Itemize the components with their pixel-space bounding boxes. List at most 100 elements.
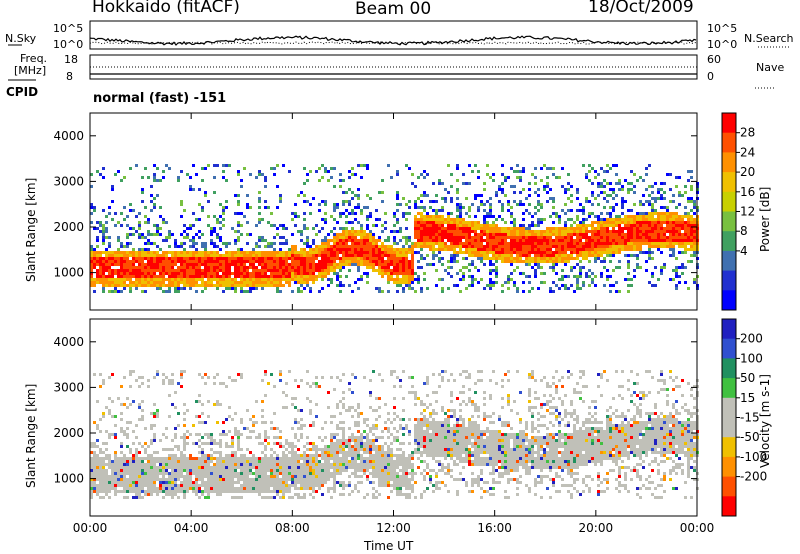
- heatmap-cell: [252, 424, 255, 427]
- heatmap-cell: [240, 487, 243, 490]
- heatmap-cell: [300, 248, 303, 251]
- heatmap-cell: [162, 496, 165, 499]
- heatmap-cell: [672, 194, 675, 197]
- heatmap-cell: [177, 496, 180, 499]
- heatmap-cell: [597, 203, 600, 206]
- heatmap-cell: [687, 215, 690, 218]
- heatmap-cell: [264, 239, 267, 242]
- heatmap-cell: [192, 481, 195, 484]
- heatmap-cell: [582, 218, 585, 221]
- heatmap-cell: [414, 206, 417, 209]
- heatmap-cell: [513, 260, 516, 263]
- heatmap-cell: [474, 221, 477, 224]
- heatmap-cell: [576, 209, 579, 212]
- heatmap-cell: [504, 230, 507, 233]
- heatmap-cell: [357, 233, 360, 236]
- heatmap-cell: [561, 248, 564, 251]
- heatmap-cell: [303, 281, 306, 284]
- heatmap-cell: [531, 215, 534, 218]
- heatmap-cell: [105, 251, 108, 254]
- heatmap-cell: [237, 263, 240, 266]
- heatmap-cell: [303, 275, 306, 278]
- heatmap-cell: [249, 451, 252, 454]
- heatmap-cell: [576, 236, 579, 239]
- heatmap-cell: [237, 224, 240, 227]
- heatmap-cell: [315, 257, 318, 260]
- heatmap-cell: [237, 284, 240, 287]
- heatmap-cell: [135, 493, 138, 496]
- heatmap-cell: [480, 200, 483, 203]
- heatmap-cell: [654, 209, 657, 212]
- colorbar-segment: [722, 172, 736, 193]
- heatmap-cell: [105, 457, 108, 460]
- heatmap-cell: [444, 200, 447, 203]
- heatmap-cell: [102, 233, 105, 236]
- heatmap-cell: [600, 185, 603, 188]
- heatmap-cell: [591, 272, 594, 275]
- heatmap-cell: [525, 227, 528, 230]
- heatmap-cell: [384, 227, 387, 230]
- heatmap-cell: [117, 478, 120, 481]
- heatmap-cell: [162, 176, 165, 179]
- heatmap-cell: [420, 230, 423, 233]
- heatmap-cell: [666, 218, 669, 221]
- heatmap-cell: [678, 221, 681, 224]
- heatmap-cell: [129, 281, 132, 284]
- heatmap-cell: [417, 233, 420, 236]
- heatmap-cell: [681, 266, 684, 269]
- heatmap-cell: [282, 242, 285, 245]
- heatmap-cell: [468, 245, 471, 248]
- heatmap-cell: [165, 251, 168, 254]
- heatmap-cell: [351, 233, 354, 236]
- heatmap-cell: [609, 236, 612, 239]
- heatmap-cell: [420, 215, 423, 218]
- heatmap-cell: [351, 257, 354, 260]
- heatmap-cell: [579, 233, 582, 236]
- heatmap-cell: [540, 206, 543, 209]
- heatmap-cell: [489, 215, 492, 218]
- heatmap-cell: [633, 275, 636, 278]
- heatmap-cell: [219, 439, 222, 442]
- heatmap-cell: [675, 218, 678, 221]
- heatmap-cell: [660, 215, 663, 218]
- heatmap-cell: [648, 236, 651, 239]
- heatmap-cell: [273, 224, 276, 227]
- heatmap-cell: [171, 457, 174, 460]
- heatmap-cell: [663, 245, 666, 248]
- power-colorbar-tick-label: 4: [740, 244, 748, 258]
- heatmap-cell: [195, 490, 198, 493]
- heatmap-cell: [207, 257, 210, 260]
- heatmap-cell: [561, 230, 564, 233]
- heatmap-cell: [225, 484, 228, 487]
- heatmap-cell: [648, 185, 651, 188]
- heatmap-cell: [210, 475, 213, 478]
- heatmap-cell: [159, 206, 162, 209]
- heatmap-cell: [144, 484, 147, 487]
- heatmap-cell: [165, 266, 168, 269]
- heatmap-cell: [210, 257, 213, 260]
- heatmap-cell: [354, 260, 357, 263]
- heatmap-cell: [510, 263, 513, 266]
- heatmap-cell: [126, 263, 129, 266]
- heatmap-cell: [603, 245, 606, 248]
- heatmap-cell: [258, 278, 261, 281]
- heatmap-cell: [345, 191, 348, 194]
- heatmap-cell: [135, 215, 138, 218]
- heatmap-cell: [642, 227, 645, 230]
- heatmap-cell: [339, 251, 342, 254]
- heatmap-cell: [144, 466, 147, 469]
- heatmap-cell: [339, 266, 342, 269]
- heatmap-cell: [387, 272, 390, 275]
- heatmap-cell: [222, 176, 225, 179]
- heatmap-cell: [90, 269, 93, 272]
- heatmap-cell: [117, 221, 120, 224]
- heatmap-cell: [129, 290, 132, 293]
- heatmap-cell: [222, 481, 225, 484]
- heatmap-cell: [396, 191, 399, 194]
- heatmap-cell: [138, 451, 141, 454]
- heatmap-cell: [156, 457, 159, 460]
- heatmap-cell: [183, 436, 186, 439]
- heatmap-cell: [153, 463, 156, 466]
- heatmap-cell: [177, 460, 180, 463]
- heatmap-cell: [264, 275, 267, 278]
